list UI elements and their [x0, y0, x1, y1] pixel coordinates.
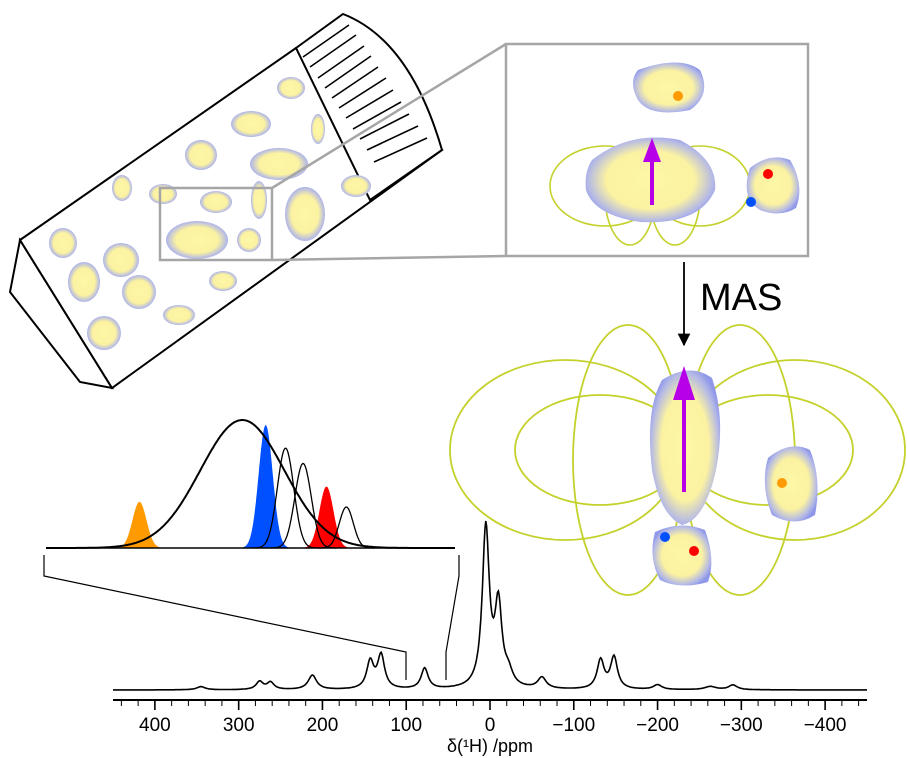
blue-site-dot [660, 532, 670, 542]
x-tick-label: 400 [139, 715, 171, 736]
red-site-dot [689, 546, 699, 556]
x-tick-label: 100 [390, 715, 422, 736]
x-tick-label: −200 [636, 715, 679, 736]
blue-site-dot [746, 197, 756, 207]
rotor [8, 12, 444, 390]
zoom-particle-right [746, 157, 800, 214]
mas-dipole-arrow [673, 366, 695, 492]
mas-view [449, 324, 906, 596]
inset-spectrum [43, 419, 460, 680]
inset-component-fills [111, 425, 355, 548]
spectrum-trace [113, 520, 867, 691]
inset-component-orange [111, 501, 168, 548]
x-tick-label: −100 [552, 715, 595, 736]
inset-component-blue [237, 425, 294, 548]
mas-label: MAS [700, 277, 782, 319]
zoom-dipole-arrow [643, 138, 661, 205]
inset-component-lines [46, 447, 455, 549]
x-tick-label: 0 [485, 715, 496, 736]
red-site-dot [763, 169, 773, 179]
zoom-particle-top [633, 62, 705, 113]
orange-site-dot [777, 478, 787, 488]
mas-particle-right [764, 446, 818, 522]
x-axis-label: δ(¹H) /ppm [447, 736, 533, 756]
main-spectrum [113, 520, 867, 691]
inset-zoom-lines [43, 555, 460, 680]
mas-transition: MAS [677, 262, 782, 347]
x-major-ticks [154, 700, 826, 710]
rotor-particles [49, 77, 371, 350]
rotor-drive-cap [294, 12, 444, 202]
x-axis: 400 300 200 100 0 −100 −200 −300 −400 δ(¹H) /ppm [113, 699, 867, 756]
rotor-drive-ribs [302, 24, 428, 163]
x-tick-label: 200 [307, 715, 339, 736]
orange-site-dot [673, 91, 683, 101]
zoom-source-box [158, 186, 274, 262]
inset-component-outline [270, 462, 336, 549]
zoom-view [549, 62, 800, 246]
x-tick-label: −400 [804, 715, 847, 736]
x-tick-label: −300 [720, 715, 763, 736]
inset-envelope [46, 419, 455, 549]
x-tick-label: 300 [223, 715, 255, 736]
inset-component-red [298, 486, 355, 548]
inset-component-outline [252, 447, 319, 549]
x-tick-labels: 400 300 200 100 0 −100 −200 −300 −400 [139, 715, 846, 736]
